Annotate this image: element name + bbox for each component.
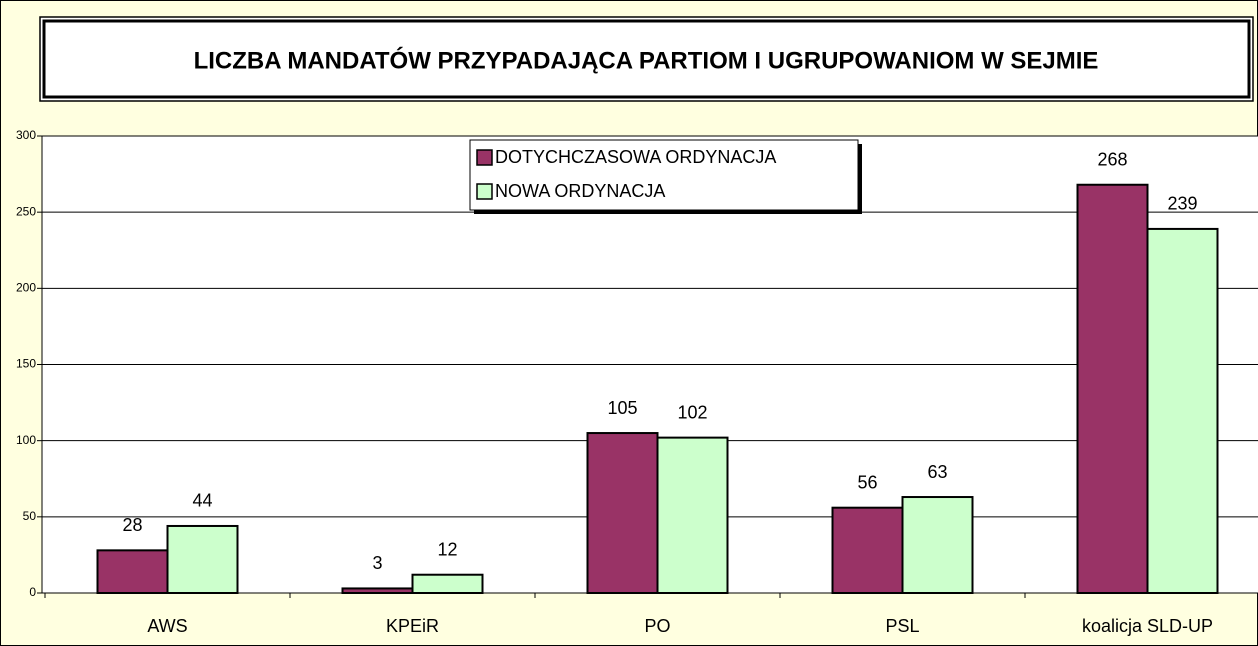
x-tick-label: AWS [147,616,187,636]
value-label: 12 [437,539,457,559]
chart-title: LICZBA MANDATÓW PRZYPADAJĄCA PARTIOM I U… [194,46,1099,74]
legend-label: NOWA ORDYNACJA [495,181,665,201]
x-tick-label: PSL [885,616,919,636]
value-label: 239 [1167,194,1197,214]
y-tick-label: 50 [23,509,37,523]
bar [1076,183,1149,594]
title-box-inner [42,19,1251,99]
title-box [39,16,1254,102]
y-tick-label: 200 [16,281,36,295]
legend [469,139,859,211]
bar [656,436,729,594]
y-tick-label: 150 [16,357,36,371]
legend-swatch [476,183,493,200]
bar [341,587,414,594]
y-tick-label: 0 [29,585,36,599]
bar [166,524,239,594]
value-label: 102 [677,402,707,422]
value-label: 3 [372,553,382,573]
y-tick-label: 100 [16,433,36,447]
x-tick-label: PO [644,616,670,636]
value-label: 28 [122,515,142,535]
value-label: 44 [192,491,212,511]
y-tick-label: 250 [16,204,36,218]
x-tick-label: koalicja SLD-UP [1082,616,1213,636]
value-label: 105 [607,398,637,418]
x-tick-label: KPEiR [386,616,439,636]
bar [831,506,904,594]
value-label: 56 [857,472,877,492]
bar [901,496,974,594]
bar [411,573,484,594]
value-label: 63 [927,462,947,482]
bar [586,432,659,594]
y-tick-label: 300 [16,128,36,142]
legend-label: DOTYCHCZASOWA ORDYNACJA [495,147,776,167]
value-label: 268 [1097,149,1127,169]
bar [96,549,169,595]
bar [1146,227,1219,594]
legend-swatch [476,149,493,166]
